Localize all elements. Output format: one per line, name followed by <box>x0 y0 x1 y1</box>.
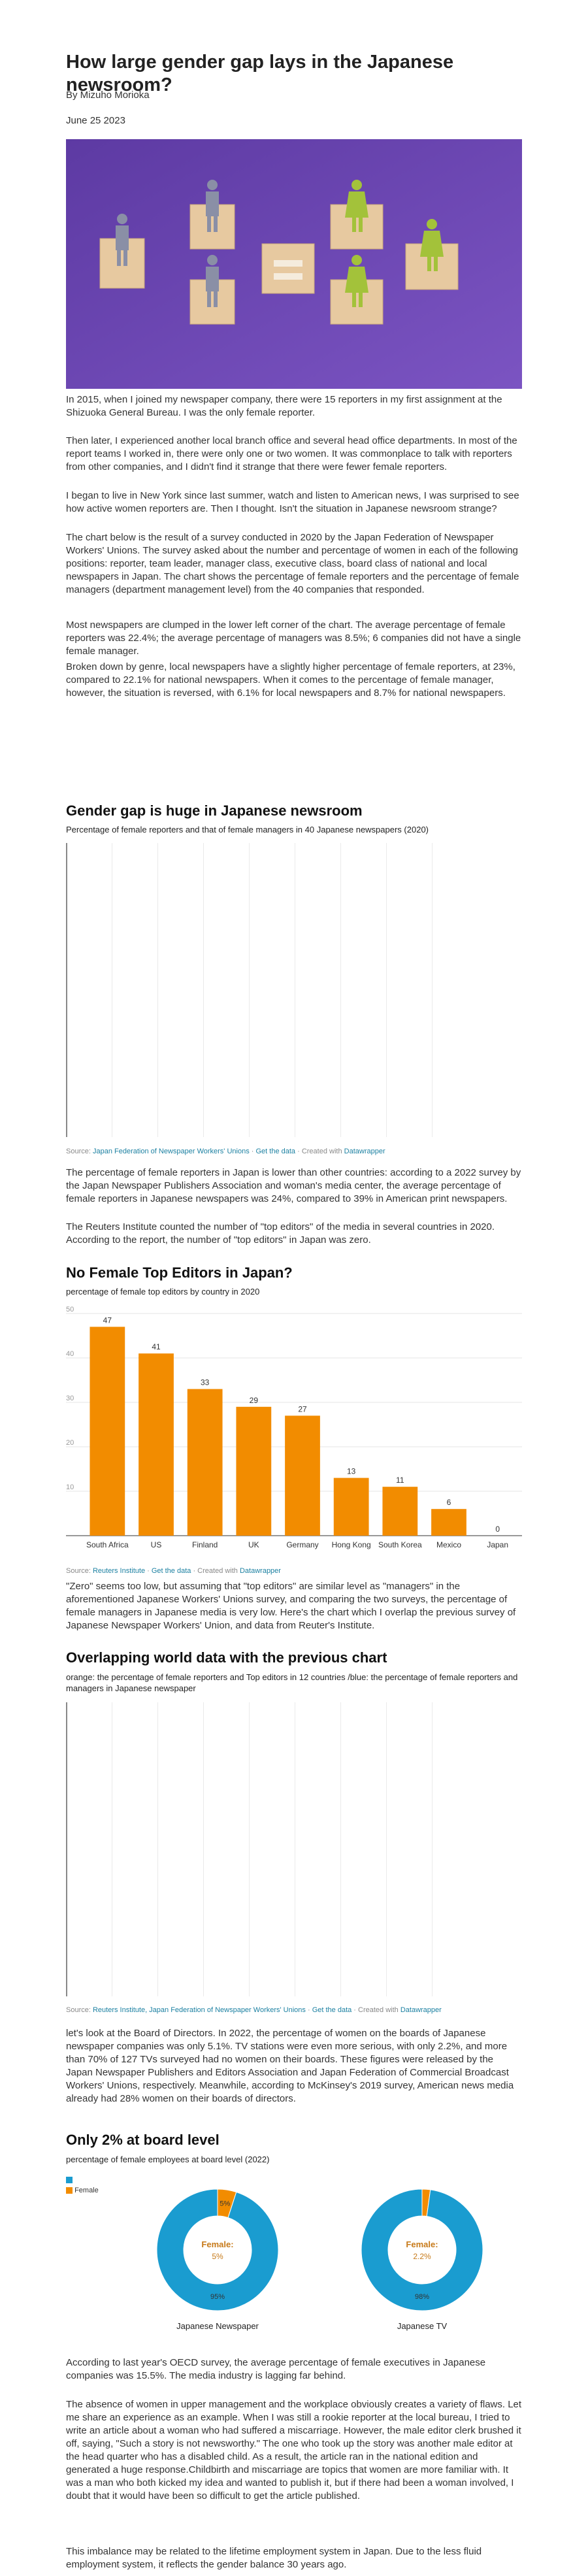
x-tick-label: US <box>151 1540 162 1549</box>
x-tick-label: Finland <box>192 1540 218 1549</box>
bar <box>333 1478 369 1536</box>
center-value: 2.2% <box>413 2252 431 2261</box>
scatter-chart-area <box>66 843 522 1137</box>
bar <box>285 1415 320 1536</box>
pie-legend: Female <box>66 2176 99 2197</box>
center-title: Female: <box>201 2239 233 2249</box>
slice-label: 95% <box>210 2293 225 2301</box>
bar-chart: 10 20 30 40 50 47 South Africa 41 US 33 Finland 29… <box>66 1306 522 1549</box>
chart-heading: Only 2% at board level <box>66 2132 220 2148</box>
x-tick-label: Hong Kong <box>332 1540 371 1549</box>
paragraph: This imbalance may be related to the lif… <box>66 2546 482 2570</box>
overlap-chart-area <box>66 1702 522 1996</box>
data-label: 13 <box>347 1467 356 1476</box>
paragraph: In 2015, when I joined my newspaper comp… <box>66 394 502 418</box>
pie-slice-male <box>361 2188 483 2311</box>
publish-date: June 25 2023 <box>66 115 125 126</box>
chart-heading: No Female Top Editors in Japan? <box>66 1264 293 1281</box>
legend-item <box>66 2176 99 2187</box>
slice-label: 5% <box>220 2200 230 2207</box>
legend-swatch-female <box>66 2187 73 2194</box>
chart-subtitle: percentage of female employees at board … <box>66 2155 270 2164</box>
center-value: 5% <box>212 2252 223 2261</box>
slice-label: 98% <box>415 2293 429 2301</box>
bar <box>90 1327 125 1536</box>
chart-axis <box>66 1702 67 1996</box>
paragraph: "Zero" seems too low, but assuming that … <box>66 1581 516 1631</box>
chart-source: Source: Japan Federation of Newspaper Wo… <box>66 1148 385 1155</box>
y-tick-label: 30 <box>66 1395 74 1402</box>
datawrapper-link[interactable]: Datawrapper <box>344 1148 385 1155</box>
bar <box>236 1406 272 1536</box>
paragraph: The absence of women in upper management… <box>66 2399 522 2502</box>
chart-source: Source: Reuters Institute, Japan Federat… <box>66 2006 442 2014</box>
datawrapper-link[interactable]: Datawrapper <box>400 2006 442 2014</box>
paragraph: According to last year's OECD survey, th… <box>66 2357 486 2381</box>
legend-swatch-male <box>66 2177 73 2184</box>
y-tick-label: 10 <box>66 1483 74 1491</box>
paragraph: Most newspapers are clumped in the lower… <box>66 619 521 657</box>
chart-source: Source: Reuters Institute · Get the data… <box>66 1567 281 1575</box>
source-link[interactable]: Reuters Institute <box>92 1567 146 1575</box>
paragraph: The percentage of female reporters in Ja… <box>66 1167 521 1204</box>
pie-name: Japanese Newspaper <box>176 2321 259 2331</box>
source-link[interactable]: Reuters Institute, Japan Federation of N… <box>92 2006 306 2014</box>
paragraph: Then later, I experienced another local … <box>66 435 517 472</box>
paragraph: I began to live in New York since last s… <box>66 490 519 514</box>
x-tick-label: UK <box>248 1540 259 1549</box>
x-tick-label: South Africa <box>86 1540 129 1549</box>
data-label: 0 <box>495 1525 500 1534</box>
get-data-link[interactable]: Get the data <box>312 2006 352 2014</box>
y-tick-label: 20 <box>66 1439 74 1447</box>
datawrapper-link[interactable]: Datawrapper <box>239 1567 281 1575</box>
source-link[interactable]: Japan Federation of Newspaper Workers' U… <box>92 1148 250 1155</box>
paragraph: let's look at the Board of Directors. In… <box>66 2028 514 2104</box>
data-label: 29 <box>250 1396 259 1405</box>
bar <box>382 1487 418 1536</box>
pie-name: Japanese TV <box>397 2321 448 2331</box>
y-tick-label: 40 <box>66 1350 74 1358</box>
data-label: 41 <box>152 1342 161 1351</box>
pie-charts: 5% 95% Female: 5% Japanese Newspaper 98% Femal… <box>156 2188 483 2331</box>
paragraph: The chart below is the result of a surve… <box>66 532 519 595</box>
x-tick-label: Japan <box>487 1540 508 1549</box>
chart-subtitle: orange: the percentage of female reporte… <box>66 1672 518 1693</box>
get-data-link[interactable]: Get the data <box>255 1148 296 1155</box>
x-tick-label: Mexico <box>436 1540 461 1549</box>
chart-subtitle: Percentage of female reporters and that … <box>66 825 429 834</box>
x-tick-label: South Korea <box>378 1540 422 1549</box>
center-title: Female: <box>406 2239 438 2249</box>
chart-axis <box>66 843 67 1137</box>
bar <box>187 1389 223 1536</box>
chart-heading: Gender gap is huge in Japanese newsroom <box>66 802 363 819</box>
get-data-link[interactable]: Get the data <box>151 1567 191 1575</box>
data-label: 27 <box>298 1404 307 1413</box>
chart-heading: Overlapping world data with the previous… <box>66 1649 387 1666</box>
author-byline: By Mizuho Morioka <box>66 90 150 101</box>
paragraph: The Reuters Institute counted the number… <box>66 1221 495 1246</box>
x-tick-label: Germany <box>286 1540 318 1549</box>
article-title: How large gender gap lays in the Japanes… <box>66 52 454 95</box>
legend-item: Female <box>66 2187 99 2197</box>
y-tick-label: 50 <box>66 1306 74 1313</box>
data-label: 6 <box>447 1498 451 1507</box>
hero-image <box>66 139 522 389</box>
pie-slice-male <box>156 2188 279 2311</box>
chart-subtitle: percentage of female top editors by coun… <box>66 1287 260 1296</box>
bar <box>139 1353 174 1536</box>
data-label: 33 <box>201 1378 210 1387</box>
bar <box>431 1509 466 1536</box>
data-label: 47 <box>103 1315 112 1325</box>
data-label: 11 <box>396 1476 404 1485</box>
paragraph: Broken down by genre, local newspapers h… <box>66 661 515 699</box>
